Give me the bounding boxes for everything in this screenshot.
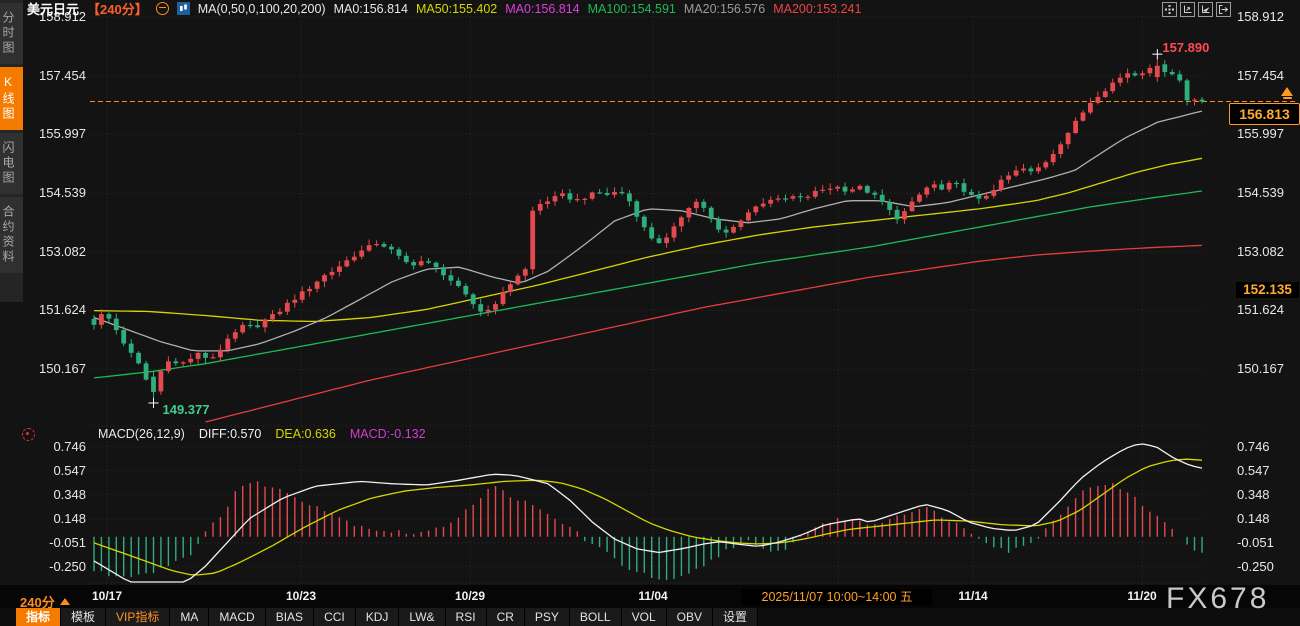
ma50-value: MA50:155.402 [415,1,498,16]
indicator-tab-MA[interactable]: MA [170,608,210,626]
low-point-marker [148,397,159,408]
axis-arrow-icon[interactable] [1198,2,1213,17]
macd-header: MACD(26,12,9) DIFF:0.570 DEA:0.636 MACD:… [98,427,426,441]
indicator-settings-icon[interactable] [22,428,35,441]
cursor-date-label: 2025/11/07 10:00~14:00 五 [742,589,932,605]
ma-line-MA200 [205,244,1203,423]
watermark: FX678 [1166,582,1270,615]
price-up-arrow-icon [1281,87,1294,99]
sidebar-item-contract-info[interactable]: 合约资料 [0,197,23,273]
indicator-tab-OBV[interactable]: OBV [666,608,713,626]
x-axis-band [0,585,1300,608]
chart-mode-sidebar: 分时图 K线图 闪电图 合约资料 [0,0,23,302]
low-price-label: 149.377 [162,401,210,417]
reference-price-badge: 152.135 [1236,282,1299,298]
ma0-alt-value: MA0:156.814 [505,1,580,16]
sidebar-item-kline-chart[interactable]: K线图 [0,67,23,130]
timeframe-footer[interactable]: 240分 [20,592,70,611]
indicator-tab-KDJ[interactable]: KDJ [355,608,400,626]
pan-right-icon[interactable] [1216,2,1231,17]
indicator-tab-LW&[interactable]: LW& [399,608,446,626]
axis-scale-icon[interactable] [1180,2,1195,17]
ma-lines [93,110,1203,423]
indicator-tab-CR[interactable]: CR [486,608,525,626]
chevron-up-icon [59,598,70,605]
indicator-tab-MACD[interactable]: MACD [209,608,266,626]
sidebar-item-flash-chart[interactable]: 闪电图 [0,133,23,194]
macd-diff-line [93,443,1203,583]
indicator-tab-RSI[interactable]: RSI [445,608,487,626]
last-price-box: 156.813 [1229,103,1300,125]
high-price-label: 157.890 [1162,40,1210,56]
collapse-icon[interactable] [155,2,169,15]
ma-line-MA50 [93,157,1203,323]
ma-settings-label: MA(0,50,0,100,20,200) [197,1,326,16]
timeframe-tag: 【240分】 [87,2,148,17]
chart-header: 美元日元 【240分】 MA(0,50,0,100,20,200) MA0:15… [27,0,1140,18]
sidebar-item-time-chart[interactable]: 分时图 [0,3,23,64]
ma0-value: MA0:156.814 [333,1,408,16]
macd-dea-value: DEA:0.636 [275,427,336,441]
candlestick-series [91,58,1205,401]
symbol-name: 美元日元 [27,2,80,17]
candlestick-icon [176,2,190,15]
ma200-value: MA200:153.241 [773,1,862,16]
high-point-marker [1152,49,1163,60]
ma100-value: MA100:154.591 [587,1,676,16]
macd-dea-line [93,458,1203,576]
indicator-tab-模板[interactable]: 模板 [61,608,107,626]
crosshair-icon[interactable] [1162,2,1177,17]
ma20-value: MA20:156.576 [683,1,766,16]
indicator-tab-BIAS[interactable]: BIAS [265,608,315,626]
macd-histogram [93,481,1203,580]
indicator-tab-CCI[interactable]: CCI [314,608,356,626]
indicator-tab-VIP指标[interactable]: VIP指标 [106,608,171,626]
macd-diff-value: DIFF:0.570 [198,427,262,441]
indicator-tab-指标[interactable]: 指标 [16,608,62,626]
timeframe-footer-label: 240分 [20,595,55,610]
indicator-tab-PSY[interactable]: PSY [524,608,570,626]
indicator-tab-bar: 指标 模板 VIP指标 MA MACD BIAS CCI KDJ LW& RSI CR PSY BOLL… [0,608,1300,626]
macd-params: MACD(26,12,9) [98,427,185,441]
indicator-tab-VOL[interactable]: VOL [621,608,667,626]
indicator-tab-设置[interactable]: 设置 [712,608,758,626]
indicator-tab-BOLL[interactable]: BOLL [569,608,622,626]
ma-line-MA20 [93,110,1203,352]
chart-toolbar [1162,2,1231,17]
macd-macd-value: MACD:-0.132 [349,427,426,441]
ma-line-MA100 [93,190,1203,379]
